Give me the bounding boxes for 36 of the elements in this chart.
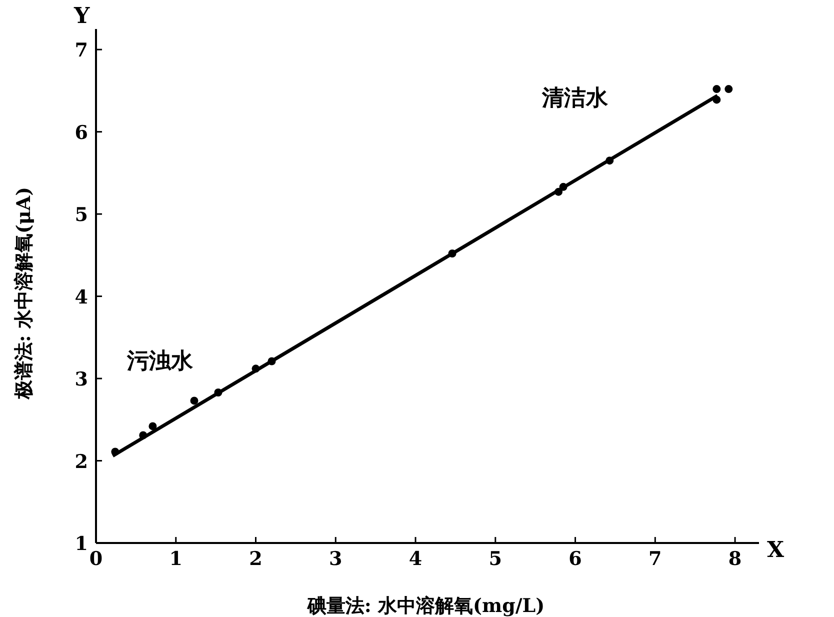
point xyxy=(606,156,614,165)
point xyxy=(724,85,733,94)
text: Y xyxy=(73,3,90,29)
point xyxy=(148,422,157,430)
point xyxy=(252,364,260,373)
point xyxy=(712,96,721,104)
point xyxy=(111,448,120,456)
point xyxy=(712,85,721,94)
x-tick-label: 2 xyxy=(249,548,262,570)
y-tick-label: 2 xyxy=(74,450,88,473)
y-tick-label: 6 xyxy=(74,122,88,144)
point xyxy=(559,182,568,191)
x-tick-label: 3 xyxy=(329,548,342,570)
x-tick-label: 8 xyxy=(728,548,742,570)
point xyxy=(139,431,148,440)
x-tick-label: 1 xyxy=(169,548,182,570)
y-tick-label: 5 xyxy=(74,204,88,226)
x-tick-label: 5 xyxy=(488,548,502,570)
point xyxy=(554,188,562,196)
point xyxy=(214,388,222,396)
annotation: 清洁水 xyxy=(541,85,609,111)
point xyxy=(268,357,276,366)
point xyxy=(190,396,198,405)
y-axis-title: 极谱法: 水中溶解氧(μA) xyxy=(13,186,35,400)
x-tick-label: 7 xyxy=(648,548,662,570)
y-tick-label: 7 xyxy=(74,40,88,62)
text: X xyxy=(767,537,785,563)
y-tick-label: 3 xyxy=(74,368,88,391)
x-tick-label: 6 xyxy=(568,548,582,570)
x-tick-label: 4 xyxy=(408,548,422,570)
x-axis-title: 碘量法: 水中溶解氧(mg/L) xyxy=(306,595,545,617)
point xyxy=(448,250,456,258)
y-tick-label: 4 xyxy=(74,286,88,308)
y-tick-label: 1 xyxy=(74,533,88,555)
x-tick-label: 0 xyxy=(89,548,103,570)
annotation: 污浊水 xyxy=(126,348,194,374)
